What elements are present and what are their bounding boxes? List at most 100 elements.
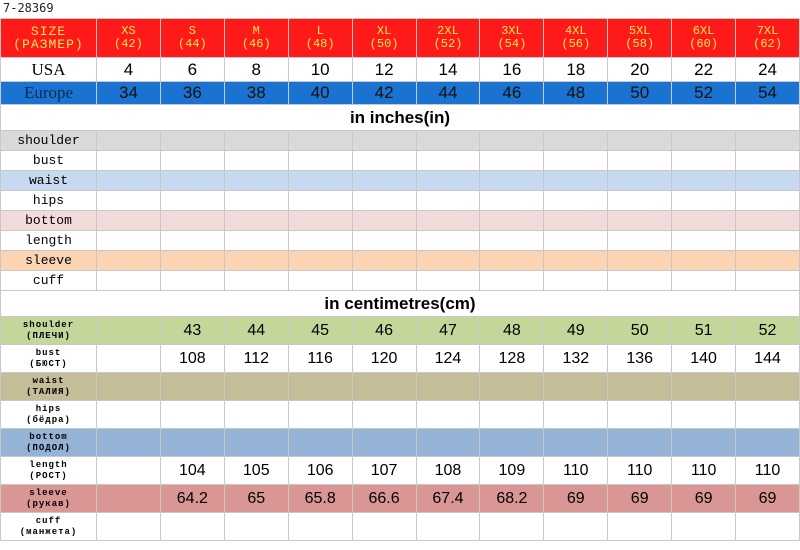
inches-section-title-row: in inches(in)	[0, 104, 800, 131]
cm-row-label: bust (БЮСТ)	[0, 344, 97, 373]
europe-row-value: 36	[159, 81, 225, 105]
inch-row-label: length	[0, 230, 97, 251]
inch-row-label: bust	[0, 150, 97, 171]
inch-cell	[543, 270, 609, 291]
cm-cell	[543, 372, 609, 401]
usa-row-value: 8	[223, 57, 289, 82]
europe-row-value: 50	[607, 81, 673, 105]
cm-row-waist: waist (ТАЛИЯ)	[0, 372, 800, 401]
cm-cell	[543, 512, 609, 541]
europe-row-value: 40	[287, 81, 353, 105]
cm-cell	[735, 372, 800, 401]
inch-cell	[287, 190, 353, 211]
cm-cell: 109	[479, 456, 545, 485]
label-line: S	[188, 24, 196, 38]
label-line-sub: (46)	[241, 37, 271, 51]
inch-row-label: sleeve	[0, 250, 97, 271]
inch-cell	[159, 230, 225, 251]
inch-cell	[287, 150, 353, 171]
label-line: 3XL	[501, 24, 523, 38]
inch-cell	[287, 130, 353, 151]
inch-cell	[351, 230, 417, 251]
cm-cell	[287, 512, 353, 541]
label-line-sub: (42)	[114, 37, 143, 51]
cm-cell: 43	[159, 316, 225, 345]
size-cell: 7XL (62)	[735, 18, 800, 58]
label-line: bottom	[29, 431, 68, 442]
size-row: SIZE (РАЗМЕР) XS (42) S (44) M (46) L (48) XL (50) 2…	[0, 18, 800, 58]
inch-cell	[735, 210, 800, 231]
cm-cell	[159, 428, 225, 457]
cm-cell: 136	[607, 344, 673, 373]
cm-row-label: shoulder (ПЛЕЧИ)	[0, 316, 97, 345]
inch-cell	[159, 250, 225, 271]
size-cell: M (46)	[223, 18, 289, 58]
inch-cell	[735, 250, 800, 271]
cm-cell	[415, 428, 481, 457]
inch-cell	[735, 150, 800, 171]
inch-row-length: length	[0, 230, 800, 251]
cm-cell	[96, 456, 161, 485]
size-cell: XS (42)	[96, 18, 161, 58]
inch-cell	[607, 130, 673, 151]
label-line: 2XL	[437, 24, 459, 38]
cm-cell	[415, 512, 481, 541]
inch-cell	[735, 130, 800, 151]
inch-cell	[415, 270, 481, 291]
inch-cell	[415, 250, 481, 271]
cm-cell	[415, 400, 481, 429]
cm-cell	[287, 400, 353, 429]
europe-row-value: 34	[96, 81, 161, 105]
inch-cell	[415, 210, 481, 231]
cm-cell: 66.6	[351, 484, 417, 513]
inch-cell	[223, 190, 289, 211]
size-cell: L (48)	[287, 18, 353, 58]
size-cell: 5XL (58)	[607, 18, 673, 58]
inch-cell	[96, 270, 161, 291]
inch-cell	[607, 230, 673, 251]
label-line: sleeve	[29, 487, 68, 498]
label-line-sub: (48)	[305, 37, 335, 51]
product-code: 7-28369	[3, 1, 54, 15]
cm-cell	[96, 512, 161, 541]
inch-cell	[351, 150, 417, 171]
label-line: 6XL	[692, 24, 715, 38]
inch-cell	[479, 130, 545, 151]
inch-cell	[351, 130, 417, 151]
cm-cell	[223, 372, 289, 401]
label-line: 4XL	[564, 24, 587, 38]
inch-row-label: bottom	[0, 210, 97, 231]
cm-cell	[96, 484, 161, 513]
inch-cell	[96, 250, 161, 271]
inch-cell	[543, 130, 609, 151]
cm-row-cuff: cuff (манжета)	[0, 512, 800, 541]
inch-row-shoulder: shoulder	[0, 130, 800, 151]
inch-cell	[671, 170, 737, 191]
cm-cell	[96, 344, 161, 373]
cm-cell	[159, 400, 225, 429]
cm-cell: 69	[671, 484, 737, 513]
cm-cell: 51	[671, 316, 737, 345]
inch-cell	[351, 270, 417, 291]
cm-row-bust: bust (БЮСТ) 108 112 116 120 124 128 132 136 140 144	[0, 344, 800, 373]
label-line: bust	[35, 347, 62, 358]
cm-row-shoulder: shoulder (ПЛЕЧИ) 43 44 45 46 47 48 49 50 51 52	[0, 316, 800, 345]
inch-cell	[159, 190, 225, 211]
cm-cell	[543, 428, 609, 457]
inch-cell	[735, 190, 800, 211]
cm-cell: 52	[735, 316, 800, 345]
cm-cell: 107	[351, 456, 417, 485]
label-line: 7XL	[756, 24, 779, 38]
inch-row-label: shoulder	[0, 130, 97, 151]
cm-row-label: length (РОСТ)	[0, 456, 97, 485]
inch-row-bottom: bottom	[0, 210, 800, 231]
cm-cell: 105	[223, 456, 289, 485]
inch-cell	[351, 210, 417, 231]
inch-cell	[543, 150, 609, 171]
label-line-sub: (52)	[433, 37, 463, 51]
cm-cell: 67.4	[415, 484, 481, 513]
cm-cell	[415, 372, 481, 401]
cm-row-label: sleeve (рукав)	[0, 484, 97, 513]
cm-row-hips: hips (бёдра)	[0, 400, 800, 429]
cm-cell: 65.8	[287, 484, 353, 513]
